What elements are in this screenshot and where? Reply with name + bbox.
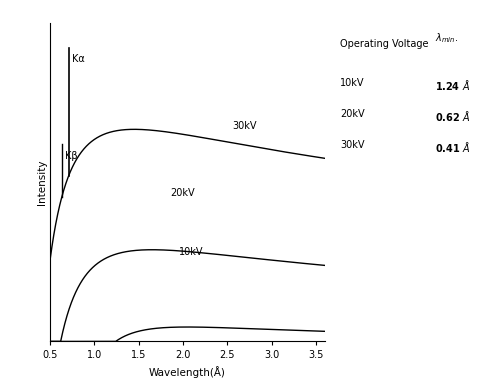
X-axis label: Wavelength(Å): Wavelength(Å) — [149, 366, 226, 378]
Text: 20kV: 20kV — [170, 188, 194, 198]
Text: 30kV: 30kV — [232, 121, 256, 131]
Text: 30kV: 30kV — [340, 140, 364, 150]
Text: 1.24 $\AA$: 1.24 $\AA$ — [435, 78, 470, 92]
Text: 20kV: 20kV — [340, 109, 364, 119]
Text: $\lambda_{min}$.: $\lambda_{min}$. — [435, 31, 458, 45]
Text: Kα: Kα — [72, 54, 85, 64]
Y-axis label: Intensity: Intensity — [37, 159, 47, 205]
Text: 10kV: 10kV — [340, 78, 364, 88]
Text: Kβ: Kβ — [66, 151, 78, 161]
Text: 0.41 $\AA$: 0.41 $\AA$ — [435, 140, 470, 154]
Text: 10kV: 10kV — [178, 247, 203, 257]
Text: Operating Voltage: Operating Voltage — [340, 39, 428, 49]
Text: 0.62 $\AA$: 0.62 $\AA$ — [435, 109, 470, 123]
